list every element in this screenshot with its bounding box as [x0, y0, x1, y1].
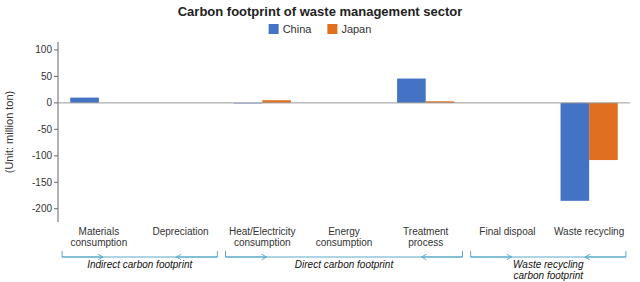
annotation: Direct carbon footprint — [295, 259, 395, 270]
y-tick — [54, 102, 58, 103]
x-tick-label: Treatmentprocess — [403, 226, 448, 248]
legend-label: China — [283, 23, 313, 35]
legend-label: Japan — [341, 23, 371, 35]
bracket-arrow — [422, 257, 463, 258]
annotation: Waste recyclingcarbon footprint — [513, 259, 584, 281]
bracket — [226, 251, 463, 257]
y-tick-label: -50 — [38, 124, 53, 135]
bracket-arrow — [226, 257, 267, 258]
chart: Carbon footprint of waste management sec… — [0, 0, 640, 282]
bracket-end — [470, 251, 471, 257]
bracket — [62, 251, 217, 257]
bar — [589, 103, 618, 160]
annotation: Indirect carbon footprint — [87, 259, 193, 270]
y-tick-label: 100 — [35, 44, 52, 55]
y-tick-label: -150 — [32, 177, 52, 188]
x-tick-label: Final dispoal — [479, 226, 535, 237]
bracket-end — [62, 251, 63, 257]
bracket-end — [225, 251, 226, 257]
y-tick — [54, 129, 58, 130]
legend: China Japan — [269, 23, 372, 35]
y-tick — [54, 182, 58, 183]
y-tick-label: 50 — [41, 71, 53, 82]
y-tick — [54, 155, 58, 156]
bracket-line — [226, 257, 463, 258]
x-tick-label: Materialsconsumption — [71, 226, 128, 248]
bracket-arrow — [585, 257, 626, 258]
bar — [397, 79, 426, 103]
bar — [561, 103, 590, 201]
bracket-line — [471, 257, 626, 258]
bracket-arrow — [471, 257, 512, 258]
y-tick — [54, 49, 58, 50]
y-axis-line — [58, 42, 59, 222]
bracket-end — [462, 251, 463, 257]
bracket — [471, 251, 626, 257]
x-tick-label: Energyconsumption — [316, 226, 373, 248]
x-tick-label: Depreciation — [152, 226, 208, 237]
y-tick — [54, 208, 58, 209]
y-tick-label: -200 — [32, 203, 52, 214]
legend-swatch — [327, 24, 337, 34]
baseline — [58, 102, 630, 103]
bracket-arrow — [62, 257, 103, 258]
bracket-line — [62, 257, 217, 258]
bars — [70, 79, 617, 201]
y-tick-label: 0 — [46, 97, 52, 108]
bracket-end — [625, 251, 626, 257]
legend-swatch — [269, 24, 279, 34]
x-tick-label: Heat/Electricityconsumption — [229, 226, 296, 248]
x-tick-label: Waste recycling — [554, 226, 624, 237]
title: Carbon footprint of waste management sec… — [178, 4, 463, 19]
bar — [70, 98, 99, 103]
bracket-arrow — [176, 257, 217, 258]
y-tick — [54, 76, 58, 77]
y-tick-label: -100 — [32, 150, 52, 161]
bracket-end — [217, 251, 218, 257]
y-axis-label: (Unit: million ton) — [3, 91, 15, 174]
